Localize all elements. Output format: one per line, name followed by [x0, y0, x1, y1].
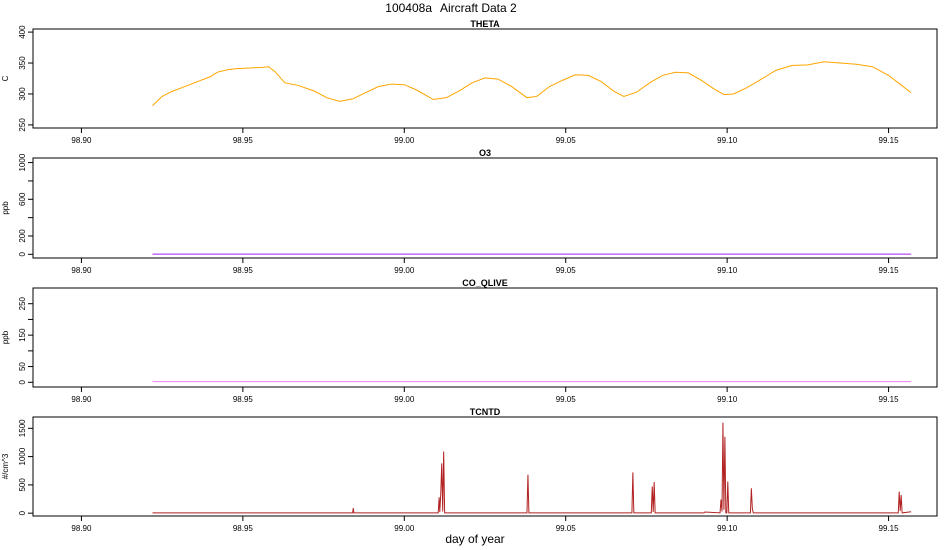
panel-title: O3 [479, 148, 491, 158]
y-tick-label: 1500 [18, 419, 27, 437]
x-tick-label: 99.00 [394, 266, 415, 275]
y-tick-label: 400 [18, 25, 27, 39]
y-axis-label: C [1, 75, 10, 81]
y-tick-label: 350 [18, 56, 27, 70]
x-tick-label: 98.90 [71, 395, 92, 404]
y-tick-label: 1000 [18, 447, 27, 465]
x-tick-label: 99.15 [879, 395, 900, 404]
series-line-tcntd [152, 422, 912, 514]
y-tick-label: 1000 [18, 153, 27, 171]
panel-frame [32, 157, 938, 259]
x-tick-label: 99.00 [394, 395, 415, 404]
x-tick-label: 99.00 [394, 524, 415, 533]
figure-title-text: Aircraft Data 2 [440, 1, 517, 15]
x-tick-label: 98.90 [71, 524, 92, 533]
y-axis-label: ppb [1, 330, 10, 344]
panel-frame [32, 28, 938, 129]
y-tick-label: 200 [18, 229, 27, 243]
x-axis-label: day of year [445, 532, 504, 546]
x-tick-label: 99.10 [717, 136, 738, 145]
y-tick-label: 0 [18, 380, 27, 385]
x-tick-label: 99.10 [717, 395, 738, 404]
x-tick-label: 99.05 [556, 136, 577, 145]
x-tick-label: 98.95 [233, 395, 254, 404]
y-axis-label: ppb [1, 201, 10, 215]
panel-frame [32, 287, 938, 388]
x-tick-label: 98.95 [233, 524, 254, 533]
y-tick-label: 300 [18, 87, 27, 101]
series-line-theta [152, 61, 912, 107]
panel-tcntd: TCNTD #/cm^3 0 500 1000 1500 98.90 98.95 99.00 99… [1, 407, 938, 533]
y-tick-label: 250 [18, 118, 27, 132]
y-tick-label: 150 [18, 328, 27, 342]
x-tick-label: 99.00 [394, 136, 415, 145]
x-tick-label: 99.15 [879, 266, 900, 275]
y-tick-label: 600 [18, 192, 27, 206]
y-tick-label: 50 [18, 362, 27, 371]
y-tick-label: 500 [18, 478, 27, 492]
x-tick-label: 99.15 [879, 136, 900, 145]
x-tick-label: 98.95 [233, 266, 254, 275]
x-tick-label: 99.10 [717, 266, 738, 275]
y-tick-label: 0 [18, 252, 27, 257]
y-axis-label: #/cm^3 [1, 453, 10, 479]
figure-title-id: 100408a [385, 1, 432, 15]
x-tick-label: 99.05 [556, 266, 577, 275]
y-tick-label: 250 [18, 296, 27, 310]
x-tick-label: 98.95 [233, 136, 254, 145]
x-tick-label: 99.05 [556, 395, 577, 404]
x-tick-label: 99.10 [717, 524, 738, 533]
y-tick-label: 0 [18, 510, 27, 515]
panel-title: THETA [470, 19, 500, 29]
x-tick-label: 98.90 [71, 136, 92, 145]
panel-frame [32, 416, 938, 517]
x-tick-label: 98.90 [71, 266, 92, 275]
panel-title: CO_QLIVE [462, 278, 508, 288]
panel-o3: O3 ppb 0 200 600 1000 98.90 98.95 99.00 99.05 99.1… [1, 148, 938, 275]
panel-theta: THETA C 250 300 350 400 98.90 98.95 99.00 99.05 99… [1, 19, 938, 145]
x-tick-label: 99.15 [879, 524, 900, 533]
panels-group: THETA C 250 300 350 400 98.90 98.95 99.00 99.05 99… [1, 19, 938, 533]
x-tick-label: 99.05 [556, 524, 577, 533]
panel-title: TCNTD [470, 407, 501, 417]
